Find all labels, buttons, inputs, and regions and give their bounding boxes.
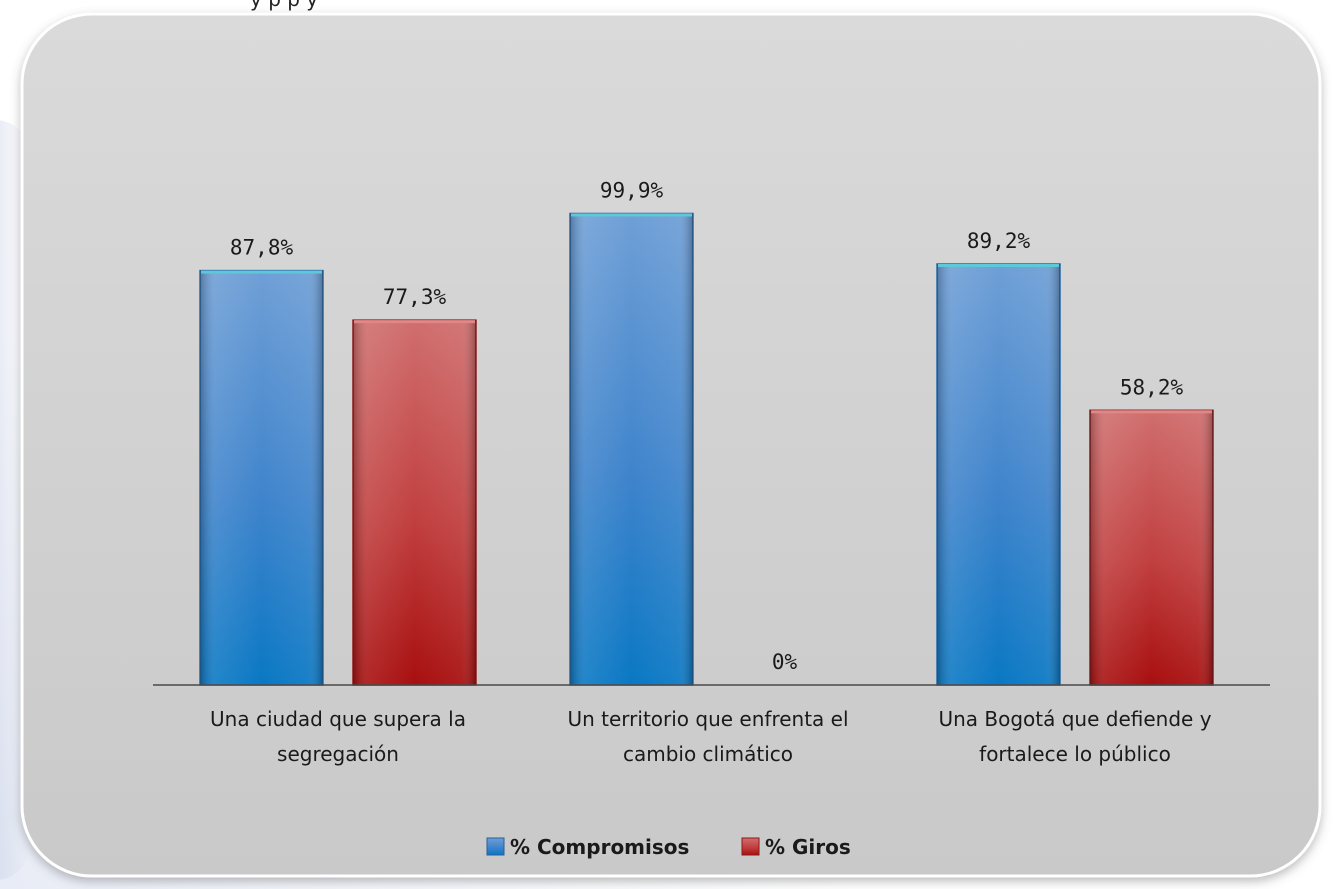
bar-shine-compromisos-3 [937, 263, 1060, 685]
category-label-3-line-2: fortalece lo público [979, 742, 1171, 766]
data-label-giros-2: 0% [772, 650, 798, 674]
bar-shine-giros-1 [353, 320, 476, 685]
data-labels-group: 87,8% 77,3% 99,9% 0% 89,2% 58,2% [230, 178, 1184, 674]
data-label-giros-1: 77,3% [383, 285, 447, 309]
legend-swatch-compromisos [486, 837, 505, 856]
bars-group [199, 212, 1214, 686]
bar-shine-compromisos-1 [200, 270, 323, 685]
category-label-2-line-2: cambio climático [623, 742, 793, 766]
data-label-compromisos-3: 89,2% [967, 229, 1031, 253]
category-label-1-line-2: segregación [277, 742, 399, 766]
legend-swatch-giros [741, 837, 760, 856]
data-label-compromisos-2: 99,9% [600, 178, 664, 202]
bar-shine-giros-3 [1090, 410, 1213, 685]
bar-top-compromisos-1 [201, 270, 322, 274]
header-text: y p p y [250, 0, 318, 11]
bar-top-giros-1 [354, 320, 475, 324]
legend-label-giros: % Giros [765, 835, 851, 859]
bar-top-compromisos-3 [938, 263, 1059, 267]
legend: % Compromisos % Giros [486, 835, 851, 859]
bar-shine-compromisos-2 [570, 213, 693, 686]
category-labels-group: Una ciudad que supera la segregación Un te… [210, 707, 1212, 766]
data-label-compromisos-1: 87,8% [230, 236, 294, 260]
category-label-1-line-1: Una ciudad que supera la [210, 707, 466, 731]
bar-top-compromisos-2 [571, 213, 692, 217]
legend-label-compromisos: % Compromisos [510, 835, 689, 859]
category-label-3-line-1: Una Bogotá que defiende y [938, 707, 1211, 731]
data-label-giros-3: 58,2% [1120, 375, 1184, 399]
bar-top-giros-3 [1091, 410, 1212, 414]
category-label-2-line-1: Un territorio que enfrenta el [567, 707, 848, 731]
